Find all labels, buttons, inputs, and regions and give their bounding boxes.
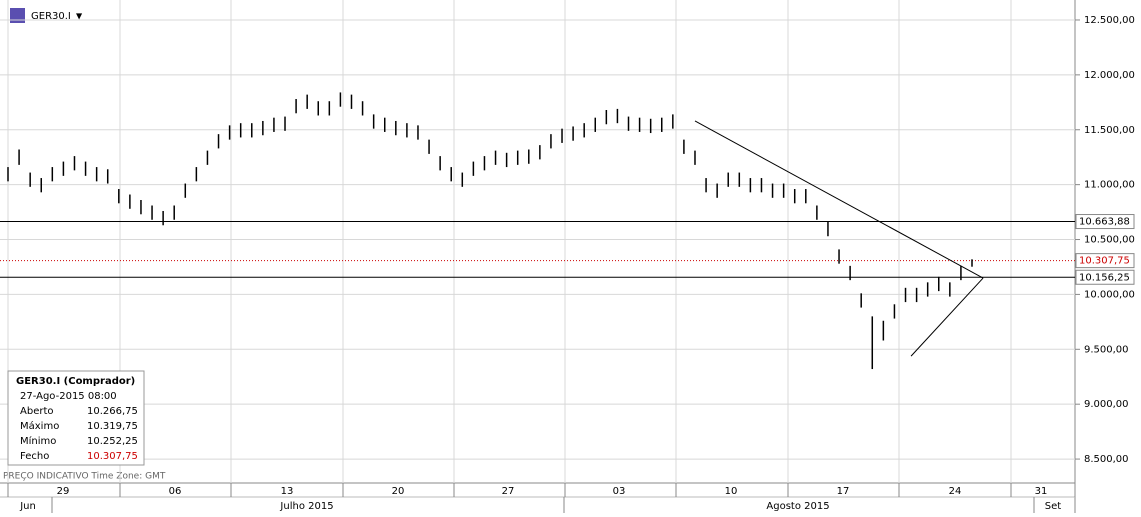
info-value: 10.319,75: [87, 421, 138, 432]
dropdown-arrow[interactable]: ▼: [76, 12, 83, 21]
x-tick-label: 20: [392, 486, 405, 497]
y-tick-label: 12.000,00: [1084, 70, 1135, 81]
month-label: Set: [1045, 501, 1062, 512]
y-tick-label: 9.000,00: [1084, 399, 1129, 410]
y-tick-label: 12.500,00: [1084, 15, 1135, 26]
y-tick-label: 8.500,00: [1084, 454, 1129, 465]
symbol-icon: [10, 8, 25, 23]
x-tick-label: 06: [169, 486, 182, 497]
x-tick-label: 03: [613, 486, 626, 497]
info-label: Fecho: [20, 451, 49, 462]
symbol[interactable]: GER30.I: [31, 11, 71, 22]
info-label: Máximo: [20, 420, 59, 432]
info-title: GER30.I (Comprador): [16, 376, 135, 387]
x-tick-label: 13: [281, 486, 294, 497]
info-date: 27-Ago-2015 08:00: [20, 391, 117, 402]
info-label: Mínimo: [20, 435, 56, 447]
x-tick-label: 17: [837, 486, 850, 497]
month-label: Agosto 2015: [766, 501, 829, 512]
x-tick-label: 27: [502, 486, 515, 497]
level-tag: [1075, 269, 1135, 285]
month-label: Julho 2015: [279, 501, 333, 512]
info-box: [7, 370, 145, 466]
trendline: [910, 277, 984, 357]
level-label: 10.663,88: [1079, 217, 1130, 228]
x-tick-label: 10: [725, 486, 738, 497]
x-tick-label: 29: [57, 486, 70, 497]
y-tick-label: 11.500,00: [1084, 125, 1135, 136]
level-label: 10.156,25: [1079, 272, 1130, 283]
level-tag: [1075, 253, 1135, 269]
info-value: 10.307,75: [87, 451, 138, 462]
level-tag: [1075, 214, 1135, 230]
y-tick-label: 10.500,00: [1084, 235, 1135, 246]
y-tick-label: 10.000,00: [1084, 289, 1135, 300]
x-tick-label: 31: [1035, 486, 1048, 497]
y-tick-label: 9.500,00: [1084, 344, 1129, 355]
level-label: 10.307,75: [1079, 256, 1130, 267]
x-tick-label: 24: [949, 486, 962, 497]
trendline: [694, 120, 984, 279]
month-label: Jun: [19, 501, 36, 512]
y-tick-label: 11.000,00: [1084, 180, 1135, 191]
info-value: 10.266,75: [87, 406, 138, 417]
footer: PREÇO INDICATIVO Time Zone: GMT: [3, 472, 166, 482]
info-value: 10.252,25: [87, 436, 138, 447]
info-label: Aberto: [20, 406, 54, 417]
